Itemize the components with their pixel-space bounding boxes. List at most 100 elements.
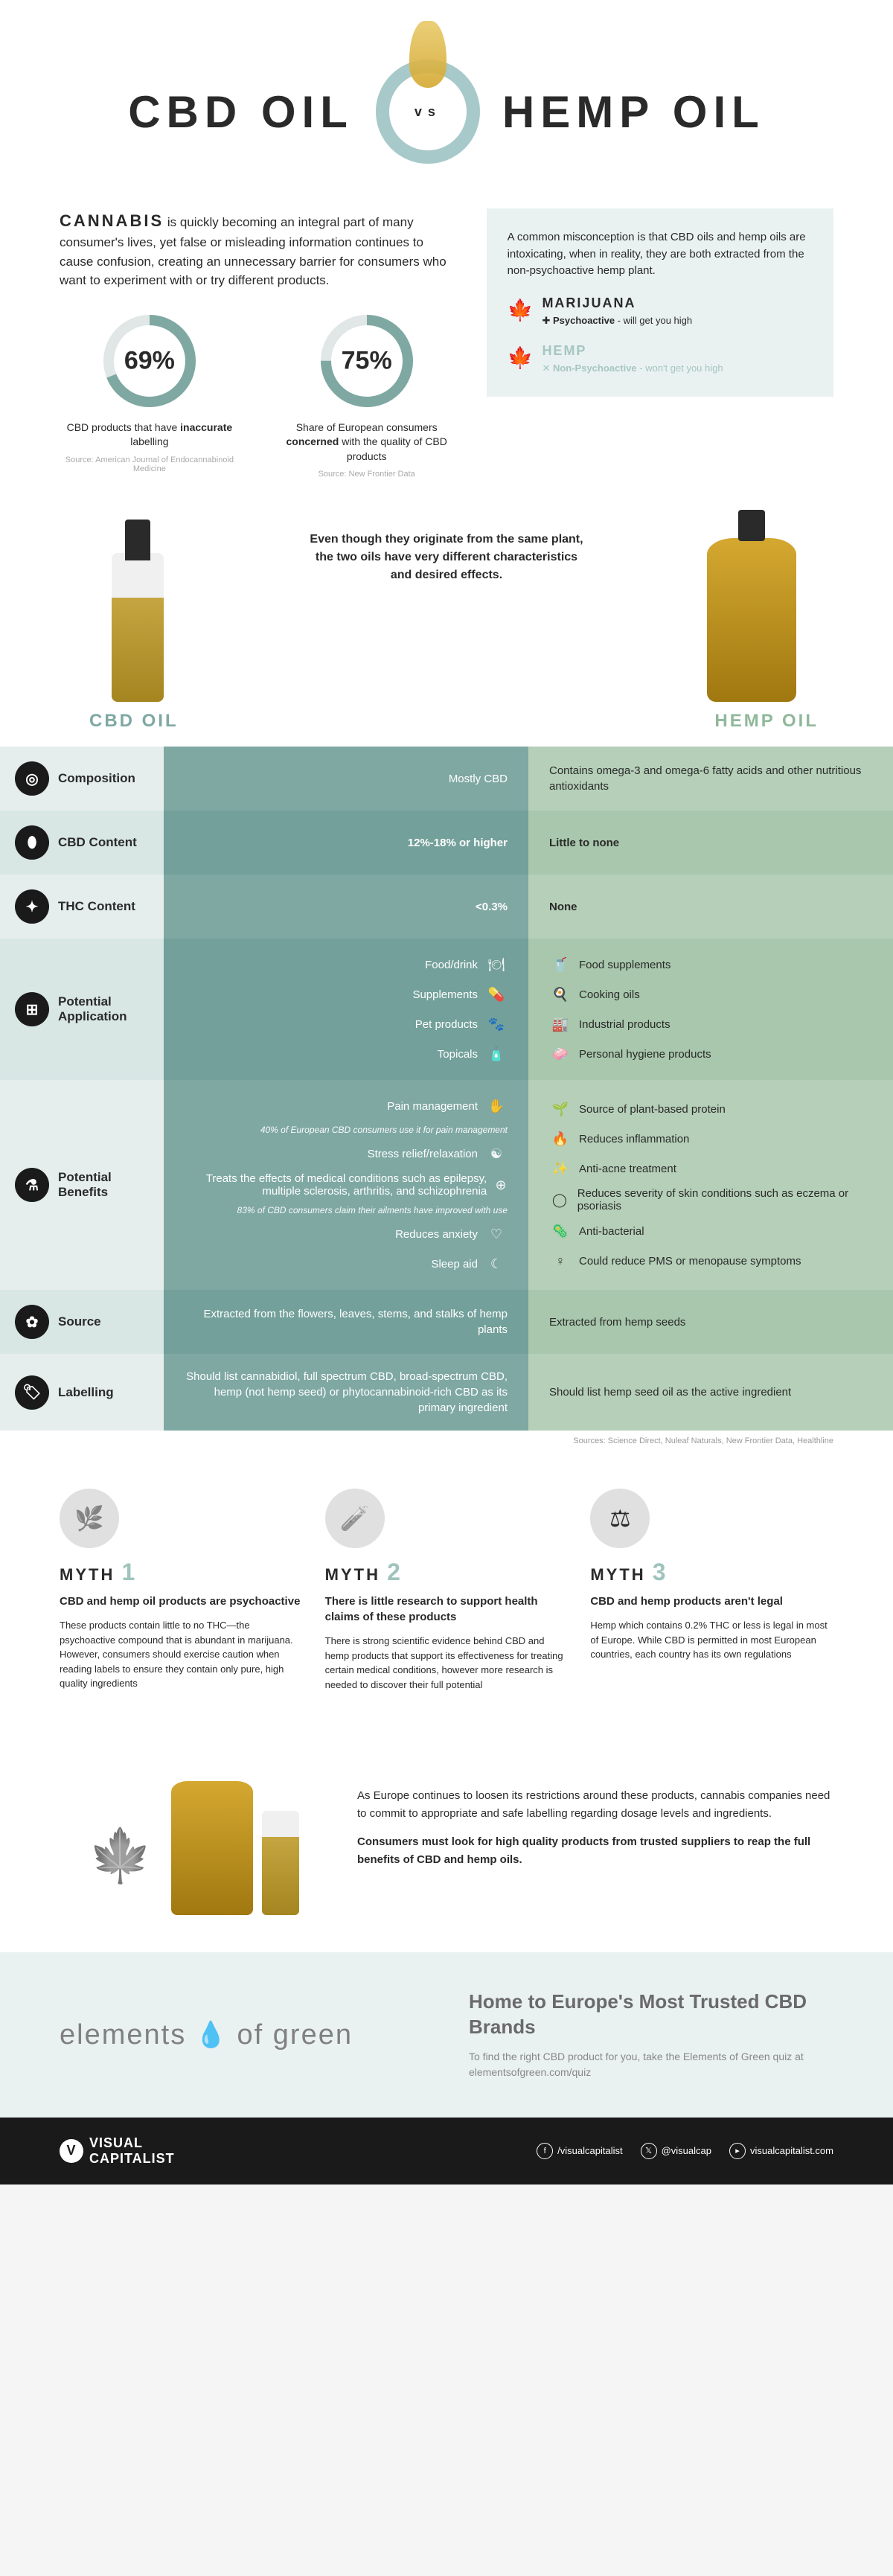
brand-text: Home to Europe's Most Trusted CBD Brands… [469, 1989, 833, 2080]
row-icon: ✦ [15, 889, 49, 924]
title-hemp: HEMP OIL [502, 86, 765, 138]
brand-drop-icon: 💧 [195, 2020, 228, 2050]
social-icon: 𝕏 [641, 2143, 657, 2159]
cell-icon: 🔥 [549, 1128, 572, 1150]
vc-word-1: VISUAL [89, 2135, 175, 2151]
cell-item: 🍳Cooking oils [549, 983, 872, 1006]
vs-text: vs [415, 104, 441, 120]
cell-text: Industrial products [579, 1018, 670, 1031]
vc-logo: V VISUAL CAPITALIST [60, 2135, 175, 2167]
stat-ring: 69% [101, 313, 198, 409]
cell-icon: ☯ [485, 1142, 508, 1165]
stat-label: Share of European consumers concerned wi… [277, 421, 457, 464]
row-label-text: THC Content [58, 899, 135, 914]
stat-label: CBD products that have inaccurate labell… [60, 421, 240, 450]
comparison-header: Even though they originate from the same… [0, 508, 893, 702]
cell-text: Personal hygiene products [579, 1048, 711, 1061]
conclusion-section: 🍁 As Europe continues to loosen its rest… [0, 1729, 893, 1952]
cbd-bottle-icon [112, 553, 164, 702]
cell-text: Reduces inflammation [579, 1133, 689, 1145]
cell-icon: 🏭 [549, 1013, 572, 1035]
conclusion-text: As Europe continues to loosen its restri… [357, 1787, 833, 1879]
cell-text: <0.3% [476, 899, 508, 915]
row-icon: 🏷 [15, 1375, 49, 1410]
brand-headline: Home to Europe's Most Trusted CBD Brands [469, 1989, 833, 2040]
cell-icon: ✨ [549, 1157, 572, 1180]
cell-text: Little to none [549, 835, 872, 851]
cell-text: Stress relief/relaxation [368, 1148, 478, 1160]
footer: V VISUAL CAPITALIST f/visualcapitalist 𝕏 @… [0, 2118, 893, 2185]
stat-source: Source: American Journal of Endocannabin… [60, 456, 240, 473]
row-icon: ⊞ [15, 992, 49, 1026]
cell-text: Anti-acne treatment [579, 1163, 676, 1175]
cell-item: 🧼 Personal hygiene products [549, 1043, 872, 1065]
cell-text: Supplements [412, 988, 478, 1001]
plant-desc: ✚ Psychoactive - will get you high [542, 313, 692, 328]
cell-item: 🐾Pet products [415, 1013, 508, 1035]
myth-body: Hemp which contains 0.2% THC or less is … [590, 1618, 833, 1662]
social-link[interactable]: f/visualcapitalist [537, 2143, 622, 2159]
cell-item: 🥤Food supplements [549, 953, 872, 976]
comp-intro-text: Even though they originate from the same… [305, 531, 588, 584]
cell-text: None [549, 899, 872, 915]
cbd-cell: 12%-18% or higher [164, 811, 528, 875]
myth-body: There is strong scientific evidence behi… [325, 1634, 569, 1692]
row-icon: ⬮ [15, 825, 49, 860]
hemp-bottle-icon [707, 538, 796, 702]
cell-subtext: 83% of CBD consumers claim their ailment… [237, 1205, 508, 1215]
cell-text: Should list hemp seed oil as the active … [549, 1384, 872, 1400]
comparison-table: ◎ Composition Mostly CBD Contains omega-… [0, 747, 893, 1431]
cell-item: 🔥 Reduces inflammation [549, 1128, 872, 1150]
cell-text: Extracted from the flowers, leaves, stem… [185, 1306, 508, 1337]
stats-row: 69% CBD products that have inaccurate la… [60, 313, 457, 479]
social-handle: @visualcap [662, 2145, 711, 2156]
cell-item: 💊 Supplements [412, 983, 508, 1006]
stat-source: Source: New Frontier Data [277, 470, 457, 479]
cell-text: Treats the effects of medical conditions… [185, 1172, 487, 1198]
cell-item: ☾Sleep aid [431, 1253, 508, 1275]
cell-text: Food/drink [425, 959, 478, 971]
leaf-icon: 🍁 [508, 295, 534, 326]
plant-desc: ✕ Non-Psychoactive - won't get you high [542, 361, 723, 376]
bottle-small-icon [262, 1811, 299, 1915]
row-label-text: Source [58, 1314, 101, 1329]
cell-item: ☯ Stress relief/relaxation [368, 1142, 508, 1165]
social-handle: visualcapitalist.com [750, 2145, 833, 2156]
title-cbd: CBD OIL [128, 86, 353, 138]
row-label: ◎ Composition [0, 747, 164, 811]
conclusion-image: 🍁 [60, 1751, 327, 1915]
myth-card: ⚖ MYTH 3 CBD and hemp products aren't le… [590, 1489, 833, 1692]
vs-badge: vs [376, 60, 480, 164]
cell-text: Anti-bacterial [579, 1225, 644, 1238]
myth-title: MYTH 3 [590, 1559, 833, 1586]
row-label-text: Composition [58, 771, 135, 786]
intro-section: CANNABIS is quickly becoming an integral… [0, 194, 893, 508]
comparison-row: ◎ Composition Mostly CBD Contains omega-… [0, 747, 893, 811]
cbd-cell: Should list cannabidiol, full spectrum C… [164, 1354, 528, 1431]
cell-item: 🦠Anti-bacterial [549, 1220, 872, 1242]
comparison-row: ⊞ Potential Application 🍽Food/drink💊Supp… [0, 939, 893, 1080]
hemp-cell: None [528, 875, 893, 939]
cell-item: ♡Reduces anxiety [395, 1223, 508, 1245]
cell-icon: 💊 [485, 983, 508, 1006]
intro-paragraph: CANNABIS is quickly becoming an integral… [60, 208, 457, 290]
cell-icon: 🧼 [549, 1043, 572, 1065]
cell-icon: ✋ [485, 1095, 508, 1117]
row-label: ✿ Source [0, 1290, 164, 1354]
misconception-panel: A common misconception is that CBD oils … [487, 208, 833, 397]
cbd-cell: Mostly CBD [164, 747, 528, 811]
cell-icon: ☾ [485, 1253, 508, 1275]
stat-item: 69% CBD products that have inaccurate la… [60, 313, 240, 479]
cell-text: Extracted from hemp seeds [549, 1314, 872, 1330]
leaf-icon: 🍁 [508, 342, 534, 374]
cell-item: 🏭 Industrial products [549, 1013, 872, 1035]
brand-word-2: of green [237, 2019, 353, 2051]
brand-logo: elements 💧 of green [60, 2019, 424, 2051]
cbd-cell: Extracted from the flowers, leaves, stem… [164, 1290, 528, 1354]
cell-text: Source of plant-based protein [579, 1103, 726, 1116]
oil-drop-icon [409, 21, 446, 88]
social-link[interactable]: ▸visualcapitalist.com [729, 2143, 833, 2159]
social-link[interactable]: 𝕏 @visualcap [641, 2143, 711, 2159]
cell-item: 🌱Source of plant-based protein [549, 1098, 872, 1120]
cell-text: Reduces severity of skin conditions such… [577, 1187, 872, 1212]
